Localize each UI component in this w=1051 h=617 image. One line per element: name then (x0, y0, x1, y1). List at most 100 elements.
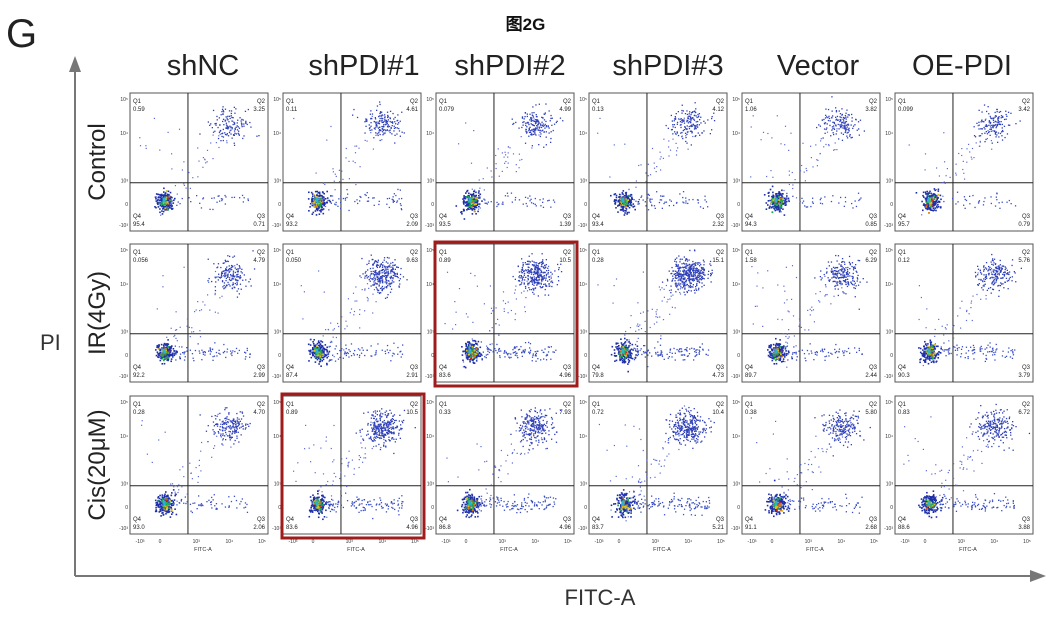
quadrant-label: Q2 (410, 250, 419, 256)
plot-x-label: FITC-A (959, 547, 977, 553)
y-tick-label: 10⁴ (732, 434, 740, 440)
quadrant-value: 0.13 (592, 107, 604, 113)
quadrant-label: Q4 (133, 517, 142, 523)
y-tick-label: -10³ (425, 374, 434, 380)
quadrant-value: 3.82 (865, 107, 877, 113)
scatter-plot: Q1 0.050 Q2 9.63 Q4 87.4 Q3 2.91 10⁵ 10⁴ 10³ 0 -10³ (272, 243, 422, 383)
event-dots (597, 249, 713, 373)
quadrant-value: 90.3 (898, 373, 910, 379)
quadrant-label: Q3 (1022, 365, 1031, 371)
plot-frame (741, 243, 881, 383)
plot-frame (741, 92, 881, 232)
event-dots (444, 253, 563, 369)
column-header: shNC (166, 50, 240, 82)
quadrant-value: 2.06 (253, 525, 265, 531)
quadrant-value: 1.06 (745, 107, 757, 113)
panel-letter: G (6, 12, 38, 56)
y-tick-label: 10³ (886, 179, 894, 185)
quadrant-value: 4.70 (253, 410, 265, 416)
scatter-plot: Q1 0.33 Q2 7.93 Q4 86.8 Q3 4.96 10⁵ 10⁴ 10³ 0 -10³ -1… (425, 395, 575, 553)
x-tick-label: -10³ (748, 539, 757, 545)
quadrant-value: 86.8 (439, 525, 451, 531)
event-dots (918, 253, 1022, 367)
quadrant-value: 2.44 (865, 373, 877, 379)
y-tick-label: -10³ (272, 526, 281, 532)
x-tick-label: 10³ (346, 539, 354, 545)
x-tick-label: -10³ (442, 539, 451, 545)
event-dots (908, 104, 1021, 216)
quadrant-label: Q3 (716, 214, 725, 220)
y-tick-label: 10⁵ (885, 248, 893, 254)
y-tick-label: -10³ (425, 526, 434, 532)
y-tick-label: 10⁵ (579, 248, 587, 254)
quadrant-value: 4.96 (406, 525, 418, 531)
quadrant-label: Q3 (257, 365, 266, 371)
highlight-box (433, 240, 579, 388)
y-tick-label: 10³ (121, 482, 129, 488)
event-dots (455, 103, 564, 220)
y-tick-label: 0 (890, 505, 893, 511)
main-axes (69, 56, 1046, 582)
y-tick-label: 10⁵ (885, 97, 893, 103)
quadrant-label: Q4 (745, 365, 754, 371)
quadrant-value: 2.68 (865, 525, 877, 531)
quadrant-value: 0.71 (253, 222, 265, 228)
x-tick-label: 10³ (193, 539, 201, 545)
quadrant-label: Q1 (745, 99, 754, 105)
plot-frame (588, 395, 728, 535)
y-tick-label: 10³ (427, 179, 435, 185)
quadrant-value: 1.58 (745, 258, 757, 264)
x-tick-label: 10⁴ (379, 539, 387, 545)
quadrant-label: Q1 (745, 402, 754, 408)
quadrant-value: 0.89 (439, 258, 451, 264)
quadrant-value: 4.73 (712, 373, 724, 379)
y-tick-label: 0 (125, 353, 128, 359)
quadrant-value: 4.79 (253, 258, 265, 264)
y-tick-label: 10⁵ (426, 400, 434, 406)
quadrant-label: Q1 (592, 402, 601, 408)
quadrant-label: Q3 (1022, 214, 1031, 220)
y-tick-label: 0 (890, 353, 893, 359)
y-tick-label: 10⁵ (273, 400, 281, 406)
event-dots (293, 101, 405, 216)
quadrant-value: 95.4 (133, 222, 145, 228)
quadrant-value: 0.79 (1018, 222, 1030, 228)
plot-frame (435, 92, 575, 232)
quadrant-value: 93.0 (133, 525, 145, 531)
quadrant-value: 0.11 (286, 107, 298, 113)
quadrant-label: Q2 (410, 99, 419, 105)
quadrant-label: Q1 (133, 99, 142, 105)
quadrant-value: 4.99 (559, 107, 571, 113)
quadrant-label: Q3 (410, 365, 419, 371)
y-tick-label: 10⁵ (732, 400, 740, 406)
quadrant-label: Q4 (439, 365, 448, 371)
quadrant-value: 0.85 (865, 222, 877, 228)
quadrant-value: 5.80 (865, 410, 877, 416)
y-tick-label: 10⁴ (732, 282, 740, 288)
quadrant-value: 95.7 (898, 222, 910, 228)
quadrant-label: Q2 (563, 250, 572, 256)
quadrant-value: 0.33 (439, 410, 451, 416)
plot-frame (894, 92, 1034, 232)
y-tick-label: 10⁵ (273, 248, 281, 254)
y-tick-label: 10³ (886, 482, 894, 488)
scatter-plot: Q1 0.72 Q2 10.4 Q4 83.7 Q3 5.21 10⁵ 10⁴ 10³ 0 -10³ -1… (578, 395, 728, 553)
quadrant-value: 83.6 (286, 525, 298, 531)
y-tick-label: 0 (431, 353, 434, 359)
quadrant-label: Q2 (257, 250, 266, 256)
x-tick-label: 0 (159, 539, 162, 545)
event-dots (750, 409, 871, 518)
y-tick-label: -10³ (578, 374, 587, 380)
y-tick-label: 0 (890, 202, 893, 208)
x-tick-label: 10³ (805, 539, 813, 545)
event-dots (903, 403, 1031, 519)
quadrant-value: 4.61 (406, 107, 418, 113)
quadrant-value: 5.76 (1018, 258, 1030, 264)
quadrant-value: 89.7 (745, 373, 757, 379)
quadrant-value: 0.099 (898, 107, 914, 113)
quadrant-label: Q2 (716, 99, 725, 105)
x-tick-label: 10⁵ (564, 539, 572, 545)
plot-x-label: FITC-A (194, 547, 212, 553)
